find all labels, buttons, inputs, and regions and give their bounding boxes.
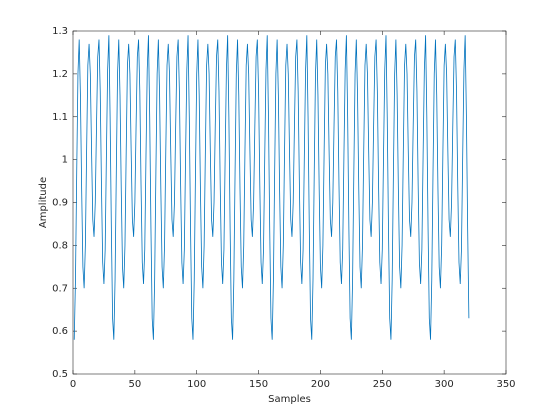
x-tick-label: 100 [187, 379, 206, 390]
x-tick-label: 200 [311, 379, 330, 390]
y-tick-label: 1 [62, 155, 68, 166]
y-tick-label: 0.5 [52, 369, 68, 380]
x-tick-label: 350 [496, 379, 515, 390]
x-tick-label: 0 [70, 379, 76, 390]
y-axis-label: Amplitude [38, 177, 49, 228]
y-tick-label: 1.2 [52, 69, 68, 80]
y-tick-label: 0.9 [52, 198, 68, 209]
x-tick-label: 300 [435, 379, 454, 390]
x-tick-label: 150 [249, 379, 268, 390]
x-tick-label: 50 [128, 379, 141, 390]
plot-area [72, 30, 507, 375]
x-axis-label: Samples [268, 394, 311, 405]
y-tick-label: 0.6 [52, 326, 68, 337]
y-tick-label: 0.8 [52, 240, 68, 251]
y-tick-label: 1.1 [52, 112, 68, 123]
y-tick-label: 0.7 [52, 283, 68, 294]
signal-line [73, 35, 470, 340]
x-tick-label: 250 [373, 379, 392, 390]
y-tick-label: 1.3 [52, 26, 68, 37]
